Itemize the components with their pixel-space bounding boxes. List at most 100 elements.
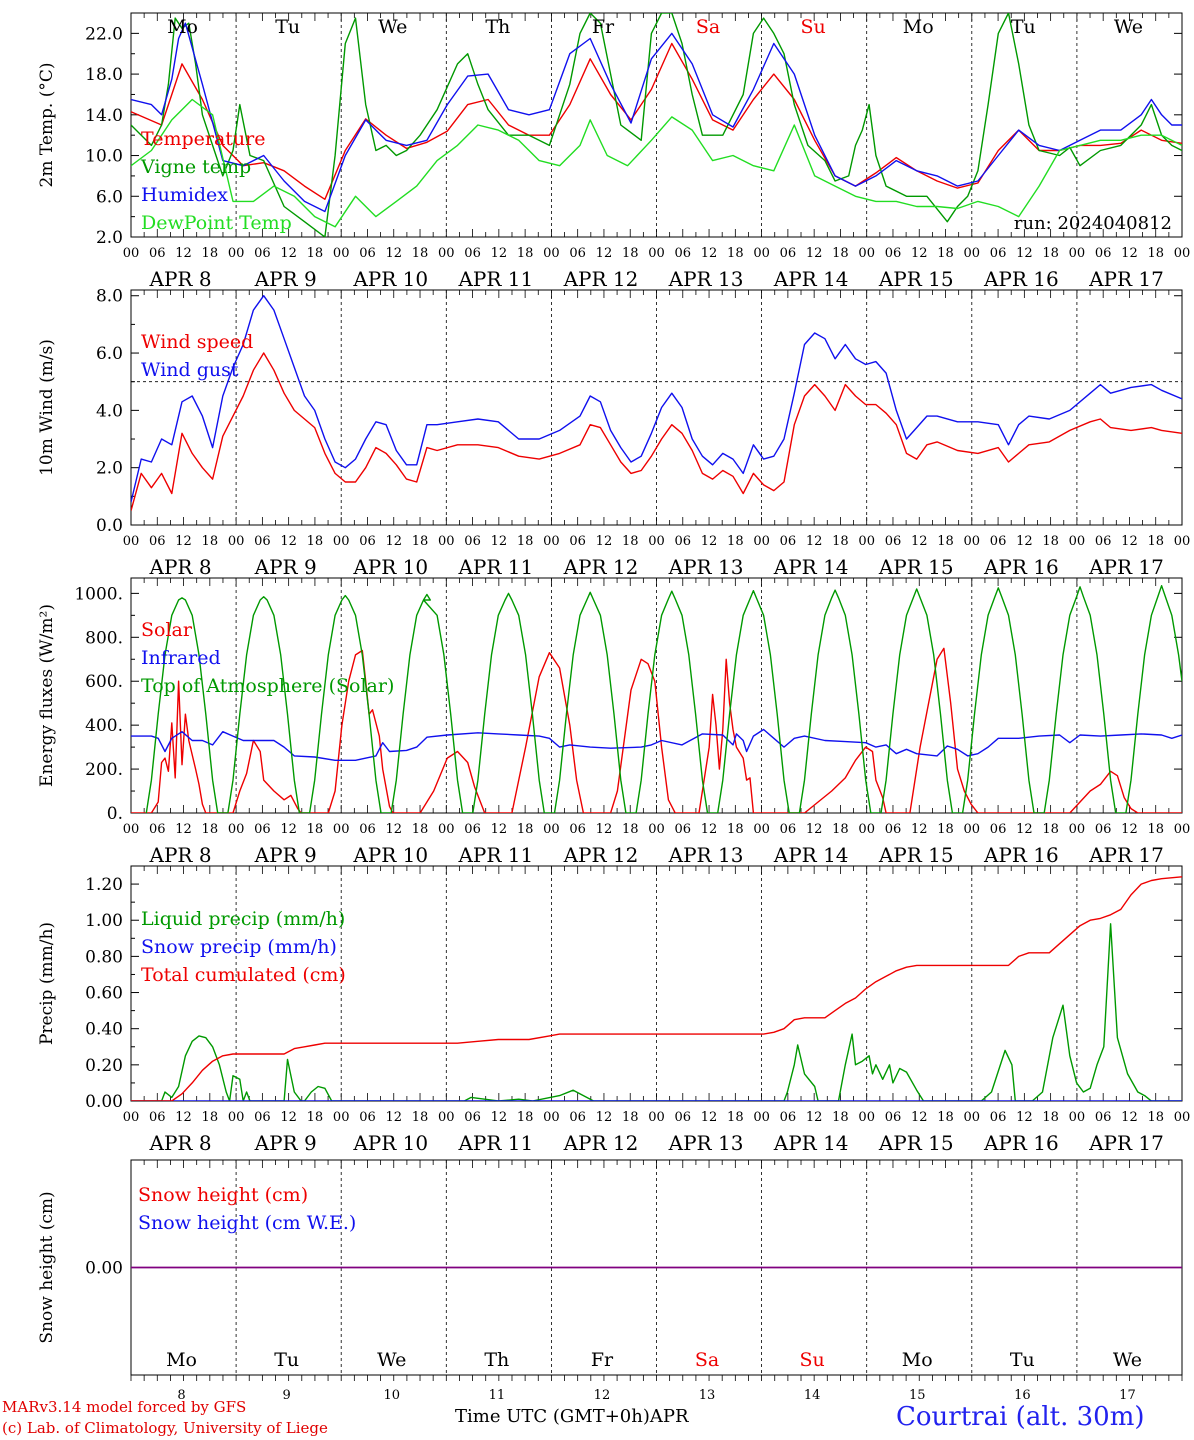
day-name: Th xyxy=(484,1349,509,1371)
date-label: APR 8 xyxy=(149,555,212,579)
date-label: APR 14 xyxy=(773,843,849,867)
hour-tick-label: 18 xyxy=(517,534,534,549)
hour-tick-label: 06 xyxy=(464,1110,481,1125)
hour-tick-label: 12 xyxy=(701,1110,718,1125)
date-label: APR 9 xyxy=(254,555,317,579)
hour-tick-label: 06 xyxy=(254,1110,271,1125)
legend-entry: Solar xyxy=(141,619,193,641)
legend-entry: Snow height (cm) xyxy=(138,1184,308,1206)
series-line-infrared xyxy=(131,728,1182,761)
y-tick-label: 1.20 xyxy=(85,875,123,895)
hour-tick-label: 06 xyxy=(359,246,376,261)
hour-tick-label: 00 xyxy=(543,246,560,261)
hour-tick-label: 06 xyxy=(885,1110,902,1125)
series-line-total-cumulated-cm- xyxy=(131,876,1182,1101)
y-axis-label: Energy fluxes (W/m²) xyxy=(37,604,57,787)
date-label: APR 15 xyxy=(878,843,954,867)
hour-tick-label: 12 xyxy=(701,822,718,837)
legend-entry: Humidex xyxy=(141,184,228,206)
hour-tick-label: 18 xyxy=(622,534,639,549)
day-name: Mo xyxy=(903,16,934,38)
y-axis-label: Snow height (cm) xyxy=(37,1191,57,1343)
y-tick-label: 8.0 xyxy=(96,287,123,307)
hour-tick-label: 18 xyxy=(937,1110,954,1125)
hour-tick-label: 00 xyxy=(333,246,350,261)
hour-tick-label: 18 xyxy=(832,534,849,549)
hour-tick-label: 06 xyxy=(780,1110,797,1125)
hour-tick-label: 00 xyxy=(123,534,140,549)
hour-tick-label: 06 xyxy=(675,822,692,837)
panel-snow: 0.00 Snow height (cm) Snow height (cm) Snow… xyxy=(37,1159,1183,1403)
y-tick-label: 6.0 xyxy=(96,187,123,207)
hour-tick-label: 00 xyxy=(543,822,560,837)
hour-tick-label: 06 xyxy=(780,246,797,261)
series-group xyxy=(131,13,1182,237)
time-axis-label: Time UTC (GMT+0h)APR xyxy=(455,1406,689,1427)
hour-tick-label: 18 xyxy=(1042,1110,1059,1125)
hour-tick-label: 18 xyxy=(937,822,954,837)
legend-entry: Snow precip (mm/h) xyxy=(141,936,337,958)
y-tick-label: 0.00 xyxy=(85,1092,123,1112)
run-annotation: run: 2024040812 xyxy=(1014,213,1172,234)
hour-tick-label: 06 xyxy=(885,246,902,261)
date-label: APR 8 xyxy=(149,267,212,291)
date-label: APR 11 xyxy=(457,555,533,579)
hour-tick-label: 18 xyxy=(1042,246,1059,261)
hour-tick-label: 00 xyxy=(438,534,455,549)
y-tick-label: 2.0 xyxy=(96,459,123,479)
hour-tick-label: 12 xyxy=(596,534,613,549)
hour-tick-label: 06 xyxy=(990,822,1007,837)
hour-tick-label: 12 xyxy=(175,1110,192,1125)
day-number: 17 xyxy=(1119,1388,1136,1403)
date-label: APR 17 xyxy=(1088,1131,1164,1155)
date-label: APR 12 xyxy=(563,555,639,579)
date-label: APR 14 xyxy=(773,267,849,291)
hour-tick-label: 12 xyxy=(175,822,192,837)
hour-tick-label: 12 xyxy=(701,246,718,261)
hour-tick-label: 12 xyxy=(491,1110,508,1125)
hour-tick-label: 12 xyxy=(175,246,192,261)
series-line-solar xyxy=(131,647,1182,813)
y-tick-label: 400. xyxy=(85,716,123,736)
day-name: We xyxy=(1114,16,1143,38)
day-name: Mo xyxy=(167,16,198,38)
hour-tick-label: 00 xyxy=(438,246,455,261)
day-name: We xyxy=(1113,1349,1142,1371)
hour-tick-label: 06 xyxy=(675,1110,692,1125)
hour-tick-label: 00 xyxy=(648,246,665,261)
hour-tick-label: 18 xyxy=(202,246,219,261)
hour-tick-label: 00 xyxy=(753,1110,770,1125)
hour-tick-label: 06 xyxy=(1095,246,1112,261)
hour-tick-label: 06 xyxy=(149,1110,166,1125)
date-label: APR 8 xyxy=(149,1131,212,1155)
hour-tick-label: 00 xyxy=(964,246,981,261)
legend-entry: DewPoint Temp xyxy=(141,212,292,234)
y-axis-label: Precip (mm/h) xyxy=(37,922,57,1045)
hour-tick-label: 12 xyxy=(385,246,402,261)
y-tick-label: 14.0 xyxy=(85,106,123,126)
hour-tick-label: 00 xyxy=(543,534,560,549)
hour-tick-label: 00 xyxy=(964,534,981,549)
hour-tick-label: 18 xyxy=(307,534,324,549)
day-name: Tu xyxy=(274,1349,299,1371)
hour-tick-label: 06 xyxy=(990,1110,1007,1125)
date-label: APR 13 xyxy=(668,555,744,579)
hour-tick-label: 06 xyxy=(464,246,481,261)
day-name: Sa xyxy=(696,16,720,38)
day-name: Fr xyxy=(592,16,615,38)
hour-tick-label: 12 xyxy=(280,822,297,837)
y-tick-label: 600. xyxy=(85,672,123,692)
series-group xyxy=(131,585,1182,813)
hour-tick-label: 12 xyxy=(911,1110,928,1125)
date-label: APR 17 xyxy=(1088,555,1164,579)
day-name: Th xyxy=(485,16,510,38)
hour-tick-label: 12 xyxy=(1121,822,1138,837)
hour-tick-label: 12 xyxy=(596,246,613,261)
hour-tick-label: 18 xyxy=(1042,534,1059,549)
legend-entry: Infrared xyxy=(141,647,221,669)
hour-tick-label: 18 xyxy=(412,822,429,837)
day-number: 9 xyxy=(283,1388,291,1403)
hour-tick-label: 00 xyxy=(333,1110,350,1125)
series-line-dewpoint-temp xyxy=(131,98,1182,228)
y-axis-label: 2m Temp. (°C) xyxy=(37,62,57,187)
